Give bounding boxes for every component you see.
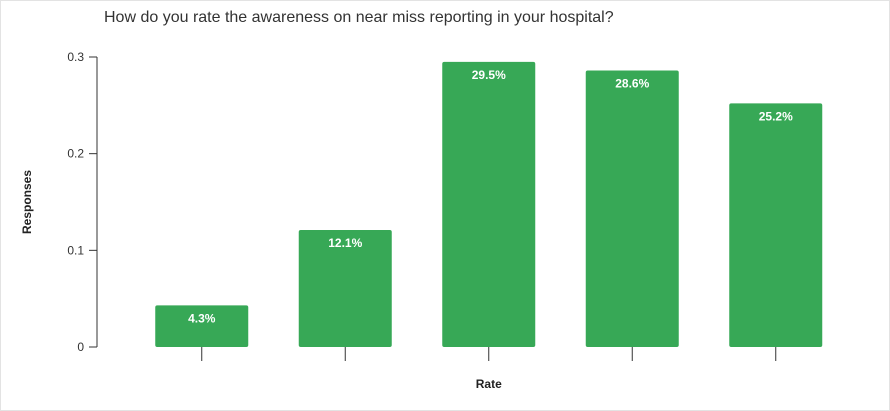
y-tick-label: 0.3 (67, 50, 84, 64)
chart-title: How do you rate the awareness on near mi… (104, 9, 614, 26)
bar[interactable] (729, 103, 823, 348)
y-tick-label: 0.1 (67, 243, 84, 257)
y-axis: 0 0.1 0.2 0.3 (67, 50, 98, 354)
bar[interactable] (155, 305, 249, 347)
bar-data-label: 4.3% (188, 311, 216, 325)
bars: 4.3% 12.1% 29.5% 28.6% 25.2% (155, 61, 823, 348)
bar-data-label: 29.5% (472, 68, 506, 82)
bar-data-label: 25.2% (759, 109, 793, 123)
y-tick-label: 0.2 (67, 147, 84, 161)
bar[interactable] (298, 230, 392, 347)
y-tick-label: 0 (77, 340, 84, 354)
bar-data-label: 28.6% (615, 77, 649, 91)
x-axis-title: Rate (476, 377, 502, 391)
bar[interactable] (442, 61, 536, 347)
bar[interactable] (585, 70, 679, 348)
bar-data-label: 12.1% (328, 236, 362, 250)
y-axis-title: Responses (20, 170, 34, 234)
x-axis (201, 347, 777, 361)
